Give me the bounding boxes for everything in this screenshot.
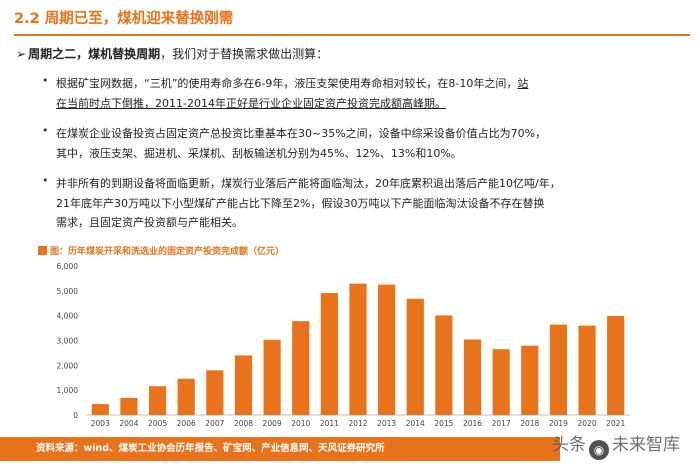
x-tick-label: 2006 [177,419,196,428]
bullet-dot-icon: • [42,124,49,137]
watermark: 头条 ◉ 未来智库 [552,430,680,460]
section-subtitle: ➢ 周期之二，煤机替换周期，我们对于替换需求做出测算： [16,45,328,62]
bullet-3: 并非所有的到期设备将面临更新，煤炭行业落后产能将面临淘汰，20年底累积退出落后产… [56,174,561,233]
y-tick-label: 5,000 [57,287,79,296]
bar [320,293,338,415]
y-tick-label: 0 [73,411,78,420]
bullet-dot-icon: • [42,74,49,87]
bar [578,325,596,415]
watermark-logo-icon: ◉ [589,440,609,460]
bar [234,355,253,415]
bullet-1-emphasis: 站 [517,77,529,90]
x-tick-label: 2018 [520,419,539,428]
bar [206,370,224,415]
bar [435,315,453,415]
bullet-dot-icon: • [42,174,49,187]
bullet-2: 在煤炭企业设备投资占固定资产总投资比重基本在30~35%之间，设备中综采设备价值… [56,124,546,163]
x-tick-label: 2020 [578,419,597,428]
bar [406,298,424,415]
page-title: 2.2 周期已至，煤机迎来替换刚需 [14,11,234,27]
x-tick-label: 2011 [320,419,339,428]
chart-title-marker-icon [38,246,47,255]
x-tick-label: 2003 [91,419,110,428]
subtitle-rest: ，我们对于替换需求做出测算： [160,47,329,61]
bar [492,349,510,415]
subtitle-bold: 周期之二，煤机替换周期 [28,47,161,61]
watermark-text-left: 头条 [552,435,586,455]
bullet-2-line-1: 在煤炭企业设备投资占固定资产总投资比重基本在30~35%之间，设备中综采设备价值… [56,127,547,140]
bullet-3-line-1: 并非所有的到期设备将面临更新，煤炭行业落后产能将面临淘汰，20年底累积退出落后产… [56,177,561,190]
bar [549,324,568,415]
bullet-1-line-1: 根据矿宝网数据，“三机”的使用寿命多在6-9年，液压支架使用寿命相对较长，在8-… [56,77,518,90]
x-tick-label: 2012 [348,419,367,428]
x-tick-label: 2008 [234,419,253,428]
x-tick-label: 2004 [119,419,138,428]
bullet-3-line-3: 需求，且固定资产投资额与产能相关。 [56,216,243,229]
x-tick-label: 2009 [263,419,282,428]
watermark-text-right: 未来智库 [612,435,680,455]
title-divider [14,34,690,36]
bar [120,397,138,415]
bar [463,339,482,415]
y-tick-label: 4,000 [57,312,79,321]
x-tick-label: 2014 [406,419,425,428]
x-tick-label: 2007 [205,419,224,428]
bar [521,345,539,415]
bar [378,284,396,415]
y-tick-label: 2,000 [57,361,79,370]
bullet-2-line-2: 其中，液压支架、掘进机、采煤机、刮板输送机分别为45%、12%、13%和10%。 [56,146,462,160]
chart-title: 图：历年煤炭开采和洗选业的固定资产投资完成额（亿元） [38,244,284,257]
x-tick-label: 2013 [377,419,396,428]
bar [349,283,367,415]
bullet-3-line-2: 21年底年产30万吨以下小型煤矿产能占比下降至2%，假设30万吨以下产能面临淘汰… [56,196,545,210]
x-tick-label: 2016 [463,419,482,428]
arrow-bullet-icon: ➢ [16,47,27,61]
bar [292,321,310,415]
source-footer: 资料来源：wind、煤炭工业协会历年报告、矿宝网、产业信息网、天风证券研究所 [0,437,560,461]
y-tick-label: 1,000 [57,386,79,395]
bullet-1-line-2: 在当前时点下倒推，2011-2014年正好是行业企业固定资产投资完成额高峰期。 [56,96,446,110]
bar [607,315,625,415]
x-tick-label: 2015 [434,419,453,428]
y-tick-label: 6,000 [57,262,79,271]
bar [263,339,281,415]
bar [177,378,195,415]
bullet-1: 根据矿宝网数据，“三机”的使用寿命多在6-9年，液压支架使用寿命相对较长，在8-… [56,74,528,113]
x-tick-label: 2010 [291,419,310,428]
chart-title-text: 图：历年煤炭开采和洗选业的固定资产投资完成额（亿元） [50,247,285,257]
x-tick-label: 2019 [549,419,568,428]
x-tick-label: 2021 [606,419,625,428]
x-tick-label: 2017 [492,419,511,428]
y-tick-label: 3,000 [57,337,79,346]
bar [148,386,167,415]
bar [91,404,109,415]
x-tick-label: 2005 [148,419,167,428]
